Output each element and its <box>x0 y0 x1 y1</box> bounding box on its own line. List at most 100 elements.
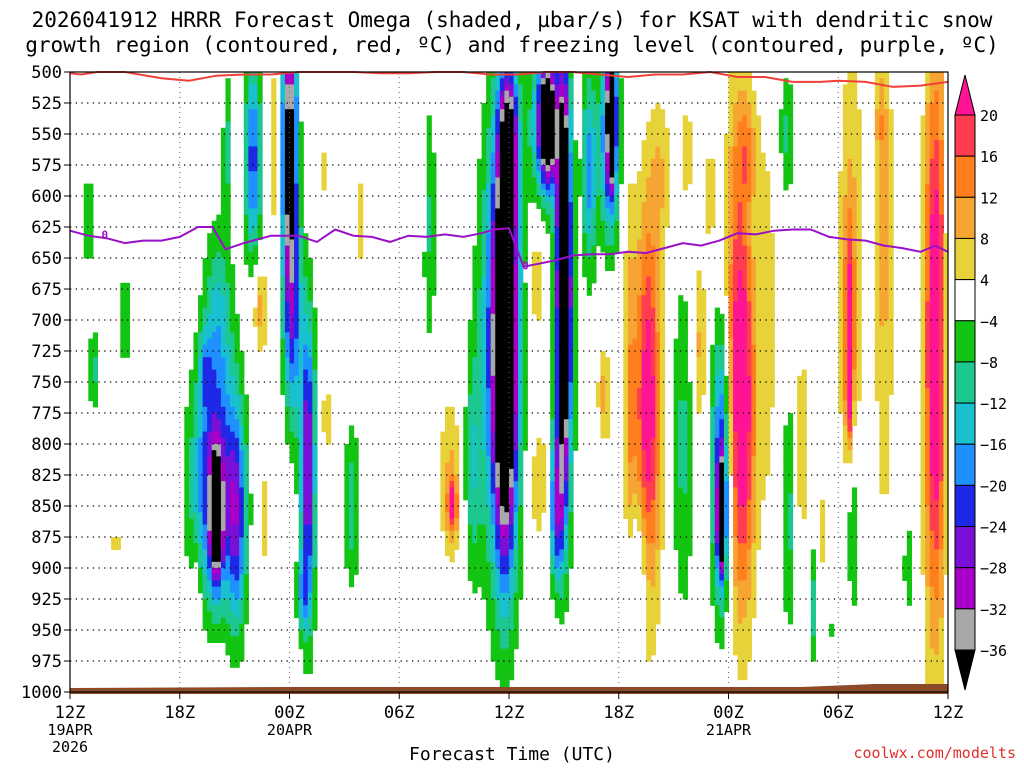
omega-cell <box>673 475 679 482</box>
omega-cell <box>559 332 565 340</box>
omega-cell <box>641 289 647 296</box>
omega-cell <box>682 561 688 569</box>
omega-cell <box>509 617 515 625</box>
omega-cell <box>509 344 515 352</box>
omega-cell <box>243 444 249 451</box>
omega-cell <box>600 245 606 253</box>
omega-cell <box>509 196 515 203</box>
omega-cell <box>632 270 638 278</box>
omega-cell <box>472 332 478 340</box>
omega-cell <box>536 183 542 191</box>
omega-cell <box>88 344 94 352</box>
omega-cell <box>472 264 478 271</box>
omega-cell <box>605 357 611 364</box>
omega-cell <box>225 276 231 284</box>
omega-cell <box>550 363 556 371</box>
omega-cell <box>239 549 245 557</box>
omega-cell <box>719 419 725 426</box>
omega-cell <box>728 332 734 340</box>
omega-cell <box>294 202 300 209</box>
omega-cell <box>289 369 295 377</box>
omega-cell <box>198 493 204 501</box>
omega-cell <box>495 630 501 637</box>
omega-cell <box>294 208 300 216</box>
omega-cell <box>298 400 304 408</box>
omega-cell <box>618 177 624 185</box>
omega-cell <box>184 419 190 426</box>
omega-cell <box>509 388 515 395</box>
omega-cell <box>426 165 432 172</box>
omega-cell <box>723 158 730 166</box>
omega-cell <box>723 202 730 209</box>
omega-cell <box>632 202 638 209</box>
omega-cell <box>243 605 249 612</box>
omega-cell <box>184 530 190 538</box>
omega-cell <box>637 481 643 488</box>
omega-cell <box>326 419 332 426</box>
omega-cell <box>723 481 730 488</box>
omega-cell <box>659 270 666 278</box>
omega-cell <box>111 543 117 550</box>
omega-cell <box>518 580 524 588</box>
omega-cell <box>321 177 327 185</box>
omega-cell <box>728 115 734 123</box>
omega-cell <box>719 369 725 377</box>
omega-cell <box>426 326 432 333</box>
omega-cell <box>490 109 496 116</box>
omega-cell <box>655 481 661 488</box>
omega-cell <box>568 530 574 538</box>
omega-cell <box>655 543 661 550</box>
omega-cell <box>600 78 606 85</box>
omega-cell <box>234 592 240 600</box>
omega-cell <box>426 239 432 247</box>
omega-cell <box>476 307 483 315</box>
omega-cell <box>559 537 565 544</box>
omega-cell <box>312 561 318 569</box>
omega-cell <box>659 121 666 129</box>
omega-cell <box>637 456 643 464</box>
omega-cell <box>307 518 313 526</box>
omega-cell <box>509 437 515 445</box>
omega-cell <box>563 555 570 563</box>
omega-cell <box>481 543 487 550</box>
omega-cell <box>481 518 487 526</box>
omega-cell <box>476 332 483 340</box>
omega-cell <box>682 493 688 501</box>
omega-cell <box>225 499 231 507</box>
omega-cell <box>513 592 519 600</box>
omega-cell <box>307 276 313 284</box>
omega-cell <box>641 543 647 550</box>
omega-cell <box>536 437 542 445</box>
omega-cell <box>294 72 300 79</box>
omega-cell <box>504 165 510 172</box>
omega-cell <box>225 592 231 600</box>
omega-cell <box>234 431 240 439</box>
omega-cell <box>230 450 236 457</box>
omega-cell <box>518 506 524 513</box>
omega-cell <box>527 152 533 160</box>
omega-cell <box>481 462 487 470</box>
omega-cell <box>198 313 204 321</box>
omega-cell <box>504 493 510 501</box>
omega-cell <box>449 462 455 470</box>
omega-cell <box>220 165 227 172</box>
omega-cell <box>714 351 720 358</box>
omega-cell <box>225 561 231 569</box>
omega-cell <box>307 400 313 408</box>
omega-cell <box>678 301 684 309</box>
omega-cell <box>303 400 309 408</box>
omega-cell <box>504 109 510 116</box>
omega-cell <box>467 475 474 482</box>
omega-cell <box>303 276 309 284</box>
omega-cell <box>88 363 94 371</box>
omega-cell <box>476 239 483 247</box>
omega-cell <box>202 270 208 278</box>
omega-cell <box>646 642 652 650</box>
omega-cell <box>659 344 666 352</box>
omega-cell <box>609 146 615 154</box>
omega-cell <box>518 245 524 253</box>
omega-cell <box>650 313 656 321</box>
omega-cell <box>298 208 304 216</box>
omega-cell <box>220 295 227 302</box>
omega-cell <box>573 363 579 371</box>
